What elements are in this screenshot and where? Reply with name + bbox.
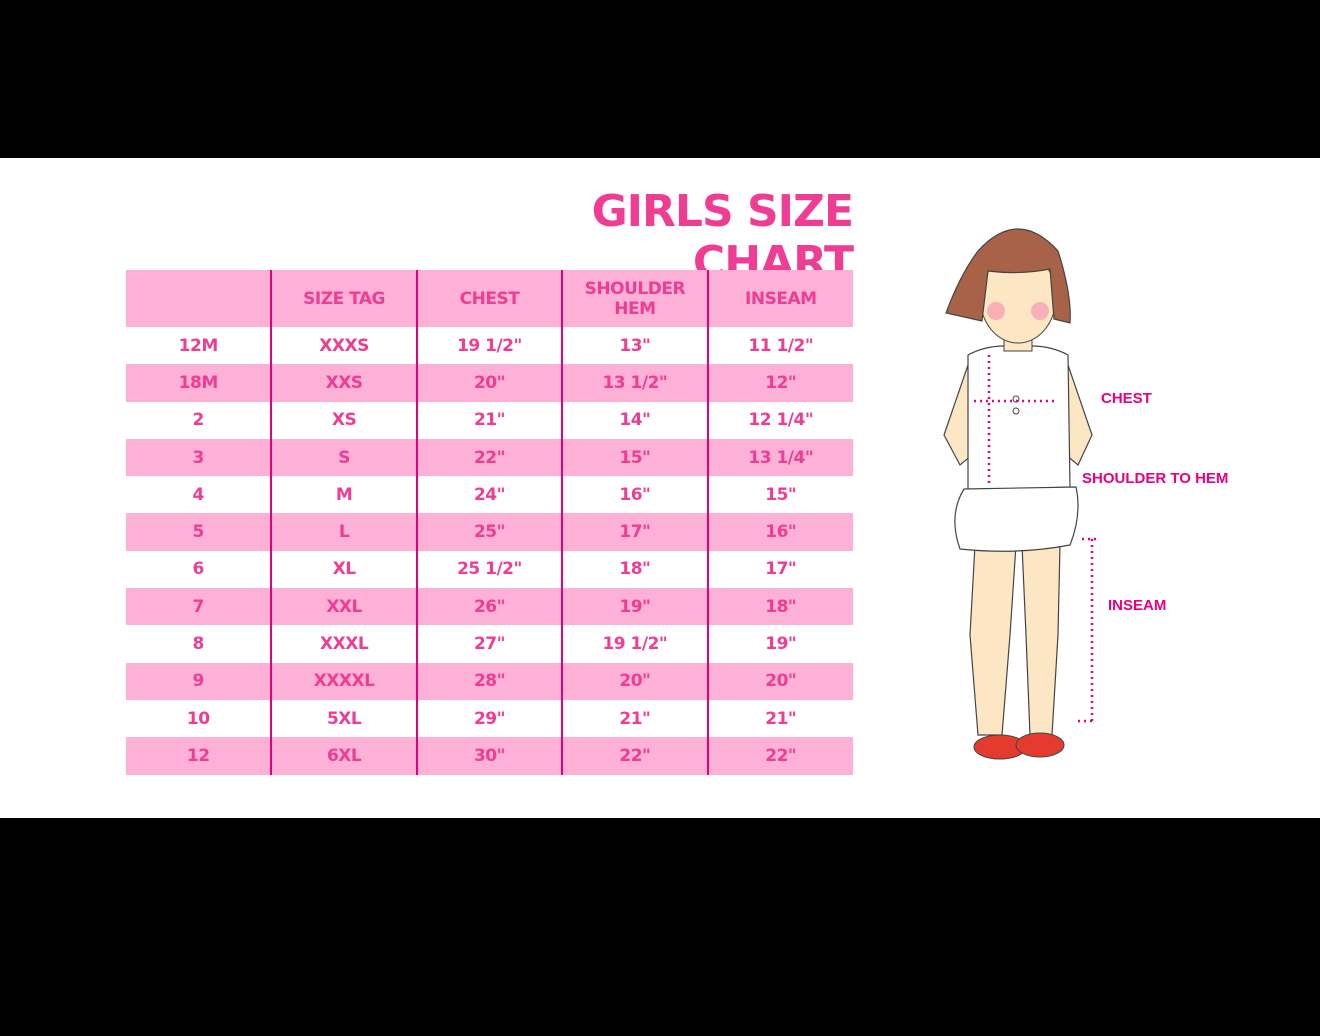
table-cell: 12 — [126, 737, 272, 775]
table-row: 4 M 24" 16" 15" — [126, 476, 853, 514]
table-cell: 6 — [192, 559, 205, 580]
table-cell: 21" — [706, 699, 853, 738]
table-row: 18M XXS 20" 13 1/2" 12" — [126, 364, 853, 402]
table-cell: XXXS — [270, 327, 417, 365]
table-cell: 20" — [415, 364, 563, 402]
table-cell: XXXL — [270, 625, 417, 663]
table-row: 7 XXL 26" 19" 18" — [126, 588, 853, 626]
table-cell: L — [270, 513, 417, 551]
table-cell: 18" — [706, 588, 853, 626]
table-row: 9 XXXXL 28" 20" 20" — [126, 662, 853, 700]
table-row: 12 6XL 30" 22" 22" — [126, 737, 853, 775]
girl-illustration — [943, 228, 1096, 760]
table-cell: 12M — [178, 335, 219, 356]
table-header-row: SIZE TAG CHEST SHOULDER HEM INSEAM — [126, 270, 853, 327]
inseam-label: INSEAM — [1108, 597, 1167, 614]
table-cell: 22" — [706, 737, 853, 775]
table-cell: 13 1/4" — [706, 438, 853, 477]
table-cell: 2 — [192, 410, 205, 431]
table-cell: 19 1/2" — [561, 625, 708, 663]
chest-label: CHEST — [1101, 390, 1152, 407]
table-cell: XS — [270, 401, 417, 439]
table-cell: 10 — [186, 708, 210, 729]
table-cell: 13 1/2" — [561, 364, 708, 402]
table-cell: 16" — [561, 476, 708, 514]
table-cell: XXL — [270, 588, 417, 626]
table-cell: 7 — [126, 588, 272, 626]
table-cell: 13" — [561, 327, 708, 365]
table-cell: S — [270, 438, 417, 477]
table-cell: 15" — [706, 476, 853, 514]
table-cell: 8 — [192, 634, 205, 655]
table-cell: 25" — [415, 513, 563, 551]
table-cell: 12" — [706, 364, 853, 402]
table-cell: 19" — [706, 625, 853, 663]
table-cell: 28" — [415, 662, 563, 700]
table-cell: 3 — [126, 438, 272, 477]
table-cell: 9 — [126, 662, 272, 700]
table-cell: 30" — [415, 737, 563, 775]
table-row: 5 L 25" 17" 16" — [126, 513, 853, 551]
table-cell: 4 — [192, 484, 205, 505]
table-row: 10 5XL 29" 21" 21" — [126, 699, 853, 738]
table-cell: 17" — [706, 550, 853, 589]
table-cell: 15" — [561, 438, 708, 477]
table-cell: 19" — [561, 588, 708, 626]
column-header — [126, 270, 272, 327]
table-row: 2 XS 21" 14" 12 1/4" — [126, 401, 853, 439]
size-table: SIZE TAG CHEST SHOULDER HEM INSEAM 12M XXXS 1… — [126, 270, 853, 775]
table-cell: 20" — [561, 662, 708, 700]
table-cell: XXXXL — [270, 662, 417, 700]
column-header: INSEAM — [706, 270, 853, 327]
table-cell: M — [270, 476, 417, 514]
table-cell: 17" — [561, 513, 708, 551]
table-cell: 18M — [126, 364, 272, 402]
table-cell: 6XL — [270, 737, 417, 775]
table-cell: 19 1/2" — [415, 327, 563, 365]
table-row: 12M XXXS 19 1/2" 13" 11 1/2" — [126, 327, 853, 365]
table-cell: 24" — [415, 476, 563, 514]
table-cell: 5XL — [270, 699, 417, 738]
table-cell: 22" — [415, 438, 563, 477]
column-header: SIZE TAG — [270, 270, 417, 327]
table-cell: 11 1/2" — [706, 327, 853, 365]
table-cell: XL — [270, 550, 417, 589]
table-cell: 26" — [415, 588, 563, 626]
table-cell: 27" — [415, 625, 563, 663]
shoulder-to-hem-label: SHOULDER TO HEM — [1082, 470, 1229, 487]
column-header: SHOULDER HEM — [561, 270, 708, 327]
table-row: 6 XL 25 1/2" 18" 17" — [126, 550, 853, 589]
table-row: 3 S 22" 15" 13 1/4" — [126, 438, 853, 477]
table-row: 8 XXXL 27" 19 1/2" 19" — [126, 625, 853, 663]
table-cell: 16" — [706, 513, 853, 551]
table-cell: 21" — [561, 699, 708, 738]
table-cell: 12 1/4" — [706, 401, 853, 439]
table-cell: 25 1/2" — [415, 550, 563, 589]
table-cell: 14" — [561, 401, 708, 439]
table-cell: 20" — [706, 662, 853, 700]
table-cell: 21" — [415, 401, 563, 439]
table-cell: 5 — [126, 513, 272, 551]
table-cell: 22" — [561, 737, 708, 775]
column-header: CHEST — [415, 270, 563, 327]
table-cell: 29" — [415, 699, 563, 738]
table-cell: 18" — [561, 550, 708, 589]
table-cell: XXS — [270, 364, 417, 402]
